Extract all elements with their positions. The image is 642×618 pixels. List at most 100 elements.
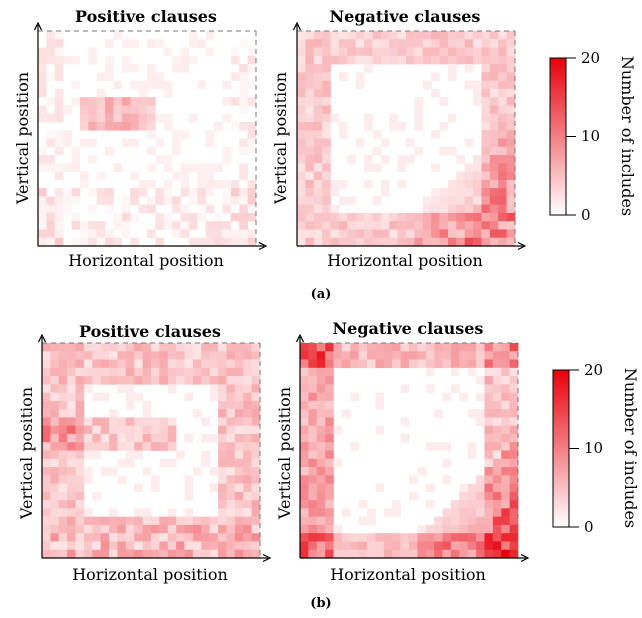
heatmap-cell <box>330 237 340 247</box>
heatmap-cell <box>380 39 390 48</box>
heatmap-cell <box>130 212 139 222</box>
heatmap-cell <box>322 221 331 230</box>
heatmap-cell <box>218 467 227 476</box>
heatmap-cell <box>197 196 206 205</box>
heatmap-cell <box>83 417 93 426</box>
heatmap-cell <box>372 39 382 48</box>
heatmap-cell <box>46 113 56 123</box>
heatmap-cell <box>142 376 152 385</box>
heatmap-cell <box>42 425 51 435</box>
heatmap-cell <box>54 212 64 222</box>
heatmap-cell <box>243 458 252 468</box>
heatmap-cell <box>383 541 393 551</box>
heatmap-cell <box>151 367 160 377</box>
heatmap-cell <box>92 343 101 352</box>
heatmap-cell <box>322 212 331 222</box>
heatmap-cell <box>358 516 368 526</box>
heatmap-cell <box>459 483 468 493</box>
heatmap-cell <box>159 367 169 377</box>
heatmap-cell <box>125 351 135 360</box>
heatmap-cell <box>205 188 215 197</box>
heatmap-cell <box>222 188 232 197</box>
x-axis-label: Horizontal position <box>68 251 224 270</box>
heatmap-cells <box>33 21 268 251</box>
heatmap-cell <box>481 221 491 230</box>
heatmap-cell <box>159 376 169 385</box>
heatmap-cell <box>125 516 135 526</box>
heatmap-cell <box>75 384 85 393</box>
heatmap-cell <box>142 367 152 377</box>
heatmap-cell <box>459 533 468 542</box>
heatmap-cell <box>417 467 427 476</box>
heatmap-cell <box>372 237 382 247</box>
heatmap-cell <box>75 533 85 542</box>
heatmap-cell <box>176 376 185 385</box>
heatmap-cell <box>83 425 93 435</box>
heatmap-cell <box>218 384 227 393</box>
heatmap-cell <box>400 343 410 352</box>
heatmap-cell <box>67 376 76 385</box>
panel-title: Negative clauses <box>333 319 484 338</box>
heatmap-cell <box>151 516 160 526</box>
heatmap-cell <box>476 500 485 509</box>
heatmap-cell <box>489 39 499 48</box>
heatmap-cell <box>372 47 382 57</box>
heatmap-cell <box>75 433 85 443</box>
colorbar-tick-label: 10 <box>584 439 603 457</box>
heatmap-cell <box>180 55 190 65</box>
heatmap-cell <box>75 483 85 493</box>
heatmap-cell <box>489 237 499 247</box>
heatmap-cell <box>46 97 56 106</box>
heatmap-cell <box>341 533 351 542</box>
heatmap-cell <box>121 105 131 114</box>
heatmap-cell <box>230 72 240 81</box>
heatmap-cell <box>492 500 502 509</box>
heatmap-cell <box>484 409 494 418</box>
heatmap-cell <box>375 392 385 402</box>
heatmap-cell <box>130 138 139 148</box>
heatmap-cell <box>243 343 252 352</box>
heatmap-cell <box>322 97 331 106</box>
heatmap-cell <box>42 433 51 443</box>
heatmap-cell <box>467 483 477 493</box>
heatmap-cell <box>251 376 261 385</box>
heatmap-cell <box>501 442 510 451</box>
heatmap-cell <box>54 105 64 114</box>
heatmap-cell <box>341 508 351 517</box>
heatmap-cell <box>243 359 252 369</box>
heatmap-cell <box>75 376 85 385</box>
heatmap-cell <box>197 80 206 90</box>
heatmap-cell <box>397 121 407 131</box>
heatmap-cell <box>313 171 323 181</box>
heatmap-cell <box>247 229 257 239</box>
heatmap-cell <box>197 188 206 197</box>
heatmap-cell <box>297 196 306 205</box>
heatmap-cell <box>417 343 427 352</box>
heatmap-cell <box>464 171 474 181</box>
heatmap-cell <box>397 221 407 230</box>
heatmap-cell <box>75 343 85 352</box>
colorbar-label: Number of includes <box>621 368 640 528</box>
heatmap-cell <box>506 188 516 197</box>
heatmap-cell <box>42 442 51 451</box>
heatmap-cell <box>67 458 76 468</box>
heatmap-cell <box>439 146 449 156</box>
heatmap-cell <box>442 392 452 402</box>
heatmap-cell <box>226 467 236 476</box>
heatmap-cell <box>300 475 309 484</box>
x-axis-arrow <box>520 553 530 563</box>
heatmap-cells <box>292 21 527 251</box>
heatmap-cell <box>54 229 64 239</box>
heatmap-cell <box>251 400 261 410</box>
heatmap-cell <box>325 450 334 460</box>
heatmap-cell <box>100 533 110 542</box>
heatmap-cell <box>188 237 198 247</box>
heatmap-cell <box>155 155 165 164</box>
heatmap-cell <box>417 549 427 559</box>
heatmap-cell <box>414 31 424 40</box>
heatmap-cell <box>338 212 348 222</box>
heatmap-cell <box>92 442 101 451</box>
heatmap-cell <box>325 516 334 526</box>
heatmap-cell <box>297 221 306 230</box>
heatmap-cell <box>117 541 127 551</box>
